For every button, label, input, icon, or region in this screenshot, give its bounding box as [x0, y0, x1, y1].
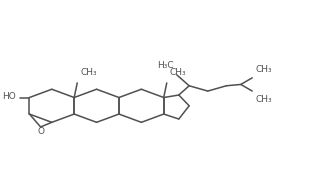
- Text: CH₃: CH₃: [255, 95, 272, 104]
- Text: HO: HO: [2, 92, 16, 101]
- Text: O: O: [37, 127, 44, 136]
- Text: H₃C: H₃C: [157, 61, 174, 70]
- Text: CH₃: CH₃: [255, 65, 272, 74]
- Text: CH₃: CH₃: [170, 68, 187, 77]
- Text: CH₃: CH₃: [80, 68, 97, 77]
